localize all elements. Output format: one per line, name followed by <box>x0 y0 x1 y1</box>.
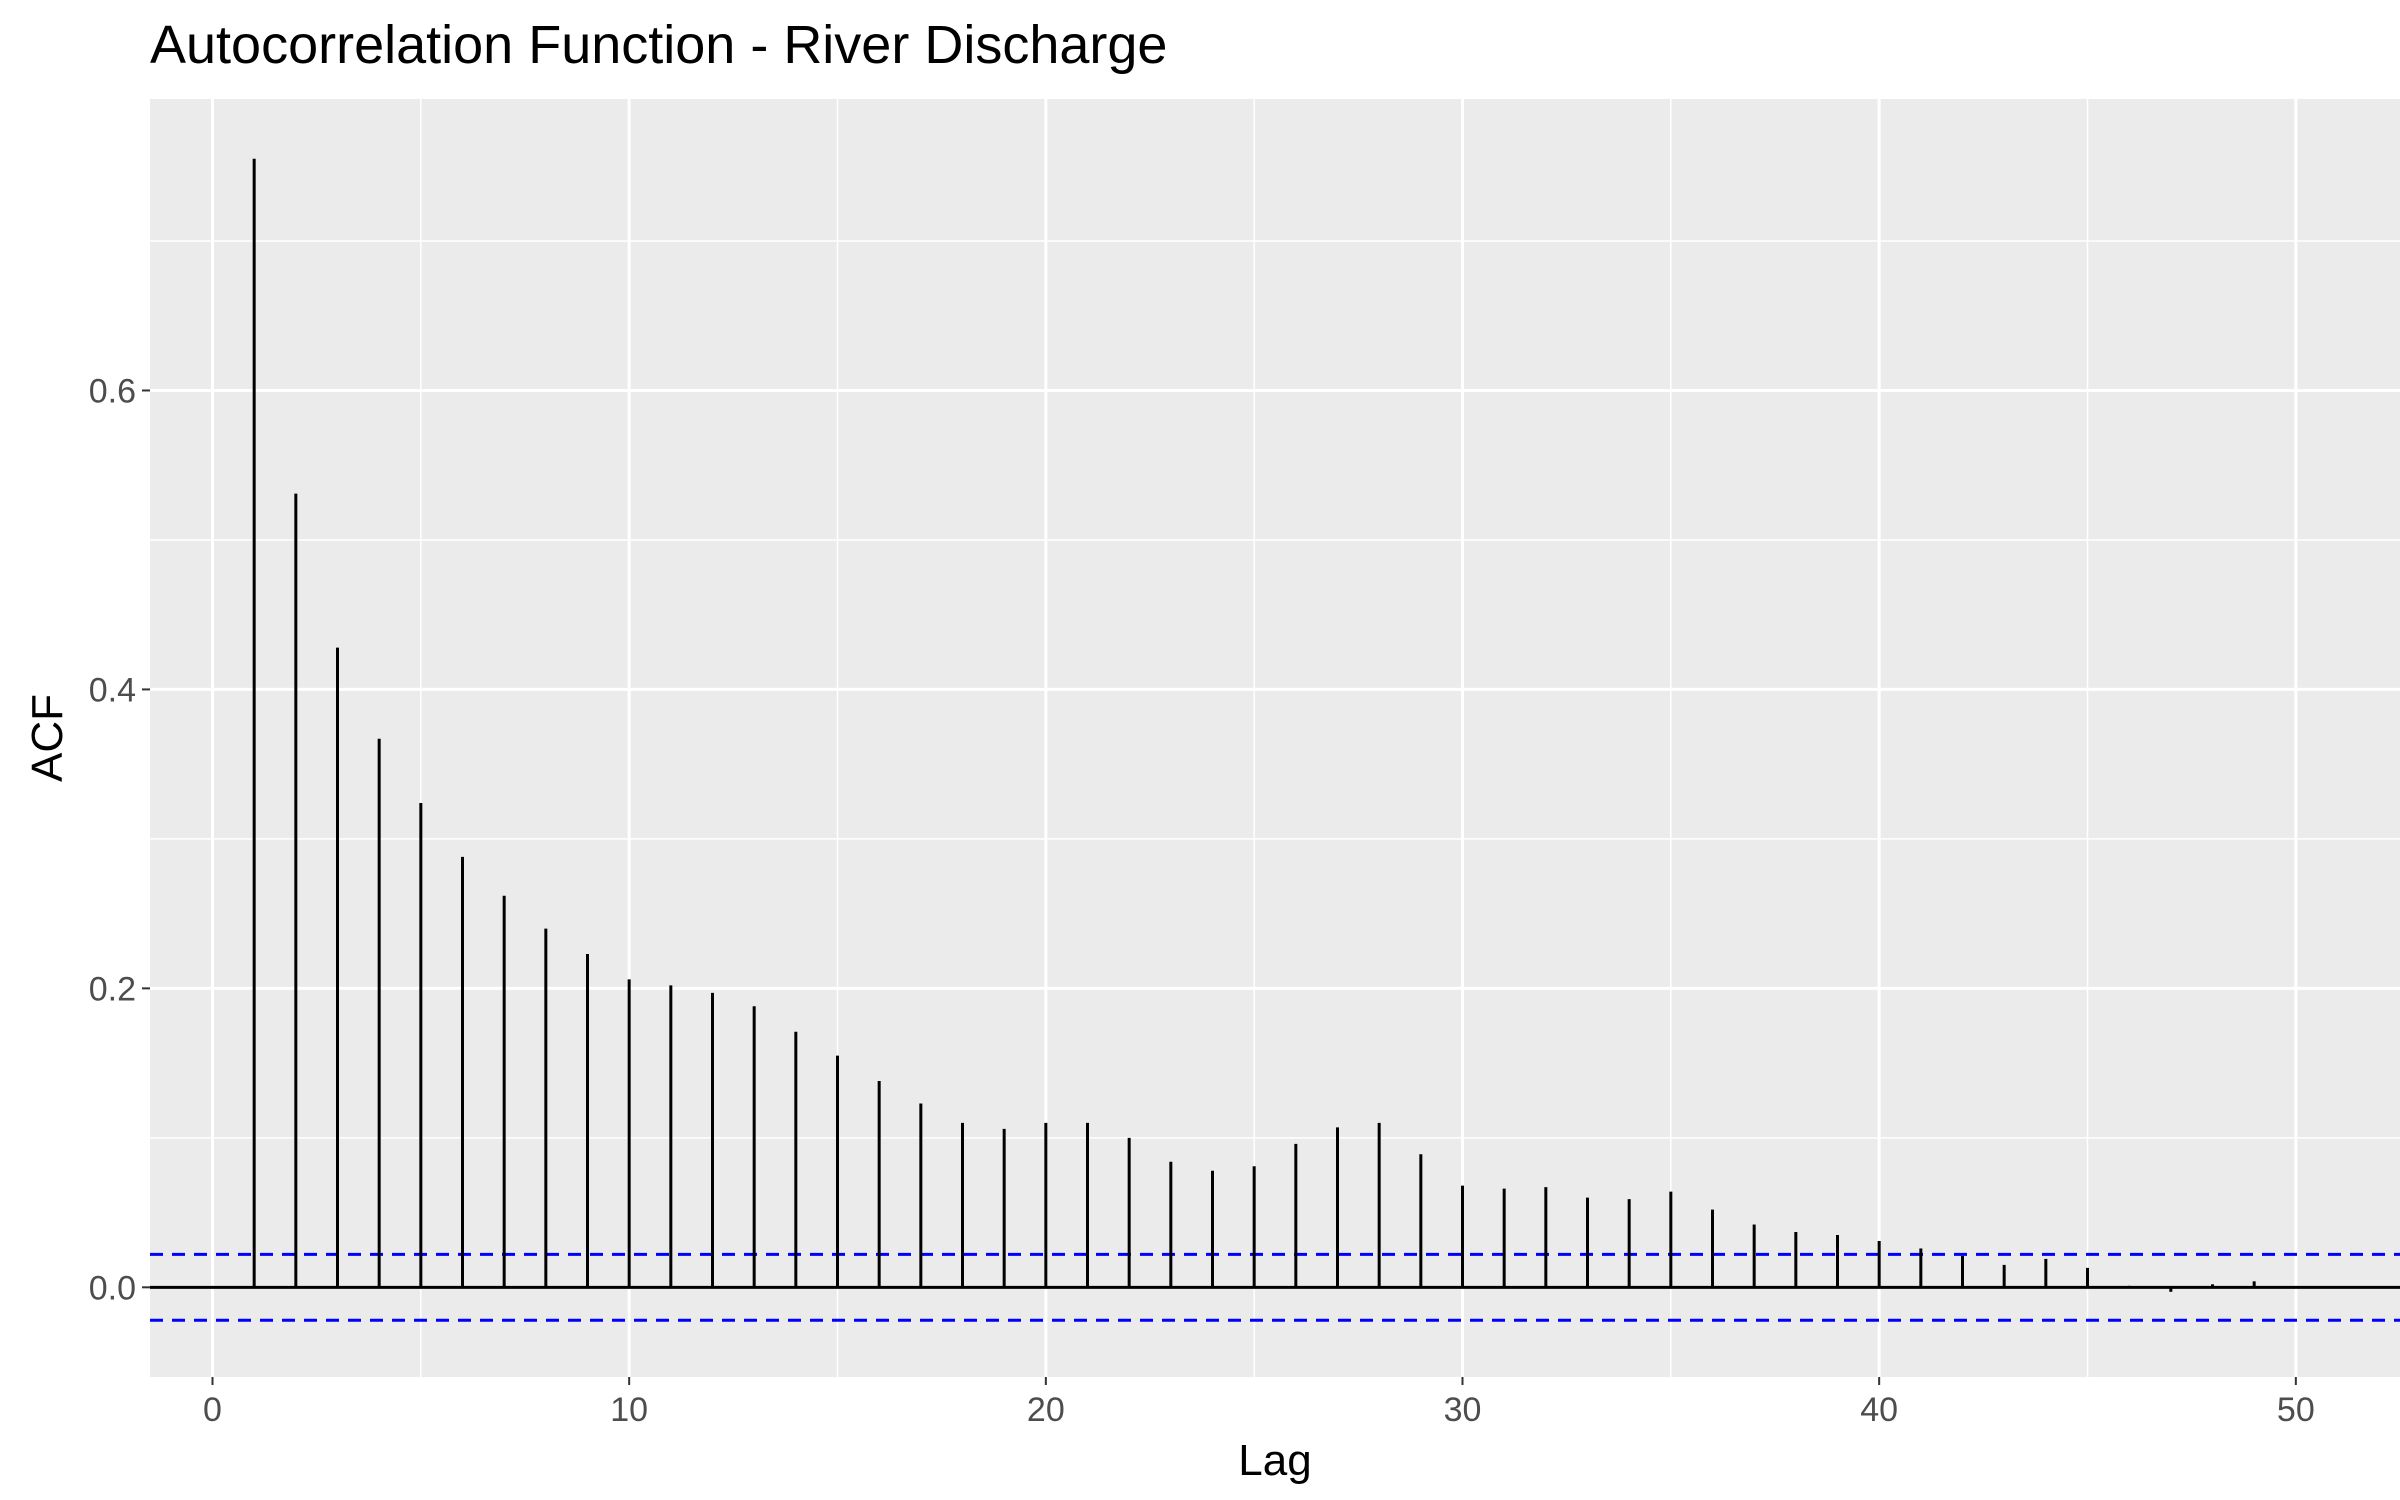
y-tick-label: 0.2 <box>89 970 136 1008</box>
x-axis-title: Lag <box>1238 1436 1311 1485</box>
axis-ticks: 0 10 20 30 40 50 0.0 0.2 0.4 0.6 <box>89 372 2315 1429</box>
x-tick-label: 0 <box>203 1391 222 1429</box>
confidence-bounds <box>150 1252 2400 1322</box>
x-tick-label: 20 <box>1027 1391 1065 1429</box>
y-tick-label: 0.4 <box>89 671 136 709</box>
y-axis-title: ACF <box>23 694 72 782</box>
x-tick-label: 30 <box>1444 1391 1482 1429</box>
plot-panel <box>150 99 2400 1377</box>
grid-layer <box>150 99 2400 1438</box>
y-tick-label: 0.6 <box>89 372 136 410</box>
x-tick-label: 10 <box>610 1391 648 1429</box>
acf-bars <box>252 158 2256 1292</box>
chart-title: Autocorrelation Function - River Dischar… <box>150 15 1168 75</box>
x-tick-label: 50 <box>2277 1391 2315 1429</box>
y-tick-label: 0.0 <box>89 1269 136 1307</box>
x-tick-label: 40 <box>1860 1391 1898 1429</box>
